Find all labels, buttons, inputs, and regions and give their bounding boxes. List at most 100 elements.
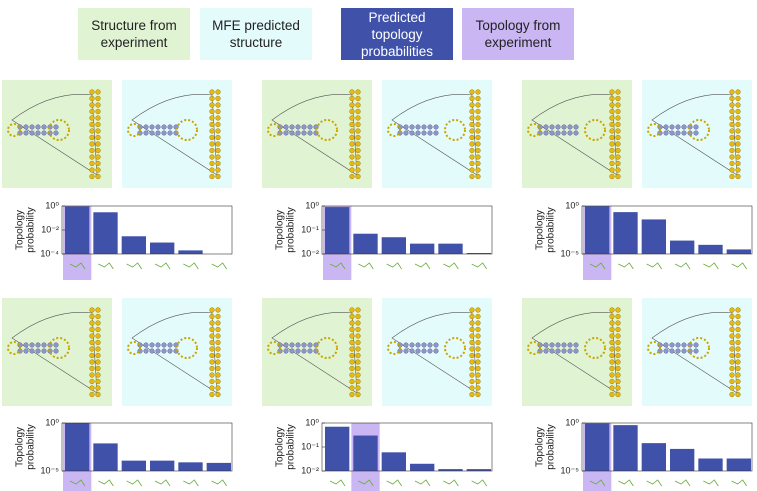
- bar: [65, 423, 90, 471]
- nucleotide: [469, 372, 475, 378]
- nucleotide: [615, 307, 621, 313]
- nucleotide: [349, 167, 355, 173]
- bar: [438, 243, 463, 254]
- nucleotide: [161, 124, 167, 130]
- nucleotide: [475, 326, 481, 333]
- loop: [584, 119, 606, 141]
- nucleotide: [409, 348, 415, 354]
- nucleotide: [349, 128, 355, 134]
- nucleotide: [95, 320, 101, 326]
- nucleotide: [215, 141, 221, 147]
- plot-frame: [581, 205, 753, 255]
- nucleotide: [729, 167, 735, 173]
- nucleotide: [355, 326, 361, 333]
- structure-drawing: [7, 307, 101, 398]
- nucleotide: [735, 326, 741, 333]
- nucleotide: [355, 134, 361, 141]
- nucleotide: [23, 342, 29, 348]
- nucleotide: [95, 128, 101, 134]
- nucleotide: [681, 348, 687, 354]
- nucleotide: [475, 128, 481, 134]
- nucleotide: [209, 313, 215, 320]
- nucleotide: [421, 124, 427, 130]
- nucleotide: [355, 372, 361, 378]
- nucleotide: [167, 342, 173, 348]
- nucleotide: [89, 307, 95, 313]
- nucleotide: [41, 124, 47, 130]
- nucleotide: [95, 372, 101, 378]
- nucleotide: [403, 130, 409, 136]
- nucleotide: [615, 346, 621, 352]
- nucleotide: [215, 121, 221, 128]
- structure-drawing: [647, 307, 741, 398]
- nucleotide: [95, 121, 101, 128]
- nucleotide: [735, 121, 741, 128]
- nucleotide: [349, 333, 355, 339]
- nucleotide: [209, 391, 215, 398]
- nucleotide: [469, 359, 475, 365]
- nucleotide: [295, 130, 301, 136]
- nucleotide: [283, 130, 289, 136]
- nucleotide: [89, 352, 95, 359]
- bar: [698, 244, 723, 254]
- nucleotide: [89, 115, 95, 121]
- nucleotide: [209, 326, 215, 333]
- nucleotide: [663, 130, 669, 136]
- topology-icon: [414, 479, 431, 487]
- nucleotide: [475, 147, 481, 154]
- nucleotide: [289, 124, 295, 130]
- nucleotide: [209, 121, 215, 128]
- topology-icon: [386, 479, 402, 487]
- nucleotide: [615, 359, 621, 365]
- nucleotide: [609, 173, 615, 180]
- nucleotide: [681, 342, 687, 348]
- nucleotide: [95, 108, 101, 115]
- topology-icon: [183, 262, 199, 270]
- nucleotide: [615, 134, 621, 141]
- nucleotide: [427, 130, 433, 136]
- bar: [726, 458, 751, 471]
- nucleotide: [209, 115, 215, 121]
- nucleotide: [615, 365, 621, 372]
- nucleotide: [469, 173, 475, 180]
- nucleotide: [469, 95, 475, 102]
- nucleotide: [349, 339, 355, 346]
- structure-drawing: [267, 89, 361, 180]
- loop: [647, 341, 661, 355]
- nucleotide: [469, 352, 475, 359]
- nucleotide: [475, 359, 481, 365]
- nucleotide: [29, 348, 35, 354]
- nucleotide: [735, 141, 741, 147]
- nucleotide: [663, 348, 669, 354]
- nucleotide: [735, 102, 741, 108]
- nucleotide: [215, 147, 221, 154]
- nucleotide: [735, 128, 741, 134]
- nucleotide: [215, 359, 221, 365]
- nucleotide: [209, 359, 215, 365]
- y-axis-label: Topology: [15, 427, 26, 467]
- bar: [585, 423, 610, 471]
- nucleotide: [475, 121, 481, 128]
- nucleotide: [355, 128, 361, 134]
- nucleotide: [469, 102, 475, 108]
- y-axis-label: probability: [26, 207, 37, 253]
- nucleotide: [475, 313, 481, 320]
- nucleotide: [675, 342, 681, 348]
- nucleotide: [615, 320, 621, 326]
- nucleotide: [403, 342, 409, 348]
- nucleotide: [89, 89, 95, 95]
- topology-icon: [703, 479, 719, 487]
- nucleotide: [469, 147, 475, 154]
- nucleotide: [209, 346, 215, 352]
- nucleotide: [289, 348, 295, 354]
- nucleotide: [609, 372, 615, 378]
- nucleotide: [729, 173, 735, 180]
- topology-icon: [443, 479, 459, 487]
- y-axis-label: Topology: [535, 210, 546, 250]
- nucleotide: [609, 333, 615, 339]
- nucleotide: [615, 391, 621, 398]
- bar: [178, 462, 203, 471]
- loop: [316, 337, 338, 359]
- nucleotide: [469, 307, 475, 313]
- loop: [7, 123, 21, 137]
